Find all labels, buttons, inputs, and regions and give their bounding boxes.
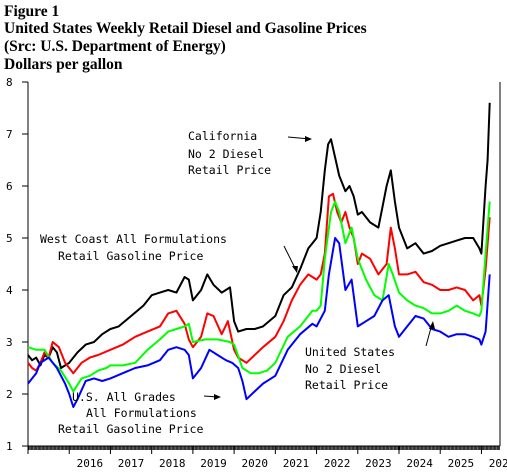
x-axis: 2016 2017 2018 2019 2020 2021 2022 2023 2024 2025…	[27, 446, 507, 470]
x-tick-label: 2023	[365, 457, 392, 470]
annotation-west-coast-gasoline: West Coast All Formulations Retail Gasol…	[40, 232, 298, 273]
svg-text:Retail Price: Retail Price	[188, 163, 271, 177]
annotation-california-diesel: California No 2 Diesel Retail Price	[188, 129, 312, 177]
annotation-line: No 2 Diesel	[188, 147, 264, 161]
annotation-line: No 2 Diesel	[305, 362, 381, 376]
x-tick-label: 2020	[241, 457, 268, 470]
x-tick-label: 2024	[406, 457, 433, 470]
svg-text:No 2 Diesel: No 2 Diesel	[188, 147, 264, 161]
y-tick-label: 3	[6, 336, 13, 349]
x-tick-label: 2026	[489, 457, 507, 470]
chart-source: (Src: U.S. Department of Energy)	[4, 38, 226, 55]
arrow-icon	[425, 321, 435, 347]
series-line-west-coast-all-formulations-retail-gasoline-price	[27, 192, 491, 375]
x-tick-label: 2017	[118, 457, 145, 470]
y-tick-label: 8	[6, 76, 13, 89]
annotation-line: United States	[305, 345, 395, 359]
y-tick-label: 7	[6, 128, 13, 141]
annotation-line: Retail Price	[188, 163, 271, 177]
x-tick-label: 2016	[77, 457, 104, 470]
series-line-california-no-2-diesel-retail-price	[27, 102, 491, 369]
annotation-us-diesel: United States No 2 Diesel Retail Price	[305, 321, 435, 392]
series-line-u-s-all-grades-all-formulations-retail-gasoline-price	[27, 237, 491, 408]
y-tick-label: 5	[6, 232, 13, 245]
y-tick-label: 1	[6, 440, 13, 453]
y-tick-label: 4	[6, 284, 13, 297]
x-tick-label: 2019	[200, 457, 227, 470]
chart-title: United States Weekly Retail Diesel and G…	[4, 20, 367, 37]
x-tick-label: 2025	[448, 457, 475, 470]
y-tick-label: 6	[6, 180, 13, 193]
annotation-us-gasoline: U.S. All Grades All Formulations Retail …	[58, 390, 221, 436]
annotation-line: Retail Price	[305, 378, 388, 392]
x-tick-label: 2018	[159, 457, 186, 470]
figure-label: Figure 1	[4, 3, 60, 20]
series-line-united-states-no-2-diesel-retail-price	[27, 200, 491, 393]
arrow-icon	[203, 394, 221, 400]
arrow-icon	[283, 245, 298, 273]
arrow-icon	[287, 136, 312, 142]
x-tick-label: 2021	[283, 457, 310, 470]
units-label: Dollars per gallon	[4, 56, 123, 73]
series-lines	[27, 102, 491, 408]
annotation-line: California	[188, 129, 257, 143]
annotation-line: U.S. All Grades	[72, 390, 176, 404]
y-axis: 1 2 3 4 5 6 7 8	[6, 76, 28, 453]
annotation-line: Retail Gasoline Price	[58, 249, 203, 263]
svg-text:California: California	[188, 129, 257, 143]
annotation-line: Retail Gasoline Price	[58, 422, 203, 436]
x-tick-label: 2022	[324, 457, 351, 470]
annotation-line: West Coast All Formulations	[40, 232, 227, 246]
annotation-line: All Formulations	[86, 406, 197, 420]
y-tick-label: 2	[6, 388, 13, 401]
